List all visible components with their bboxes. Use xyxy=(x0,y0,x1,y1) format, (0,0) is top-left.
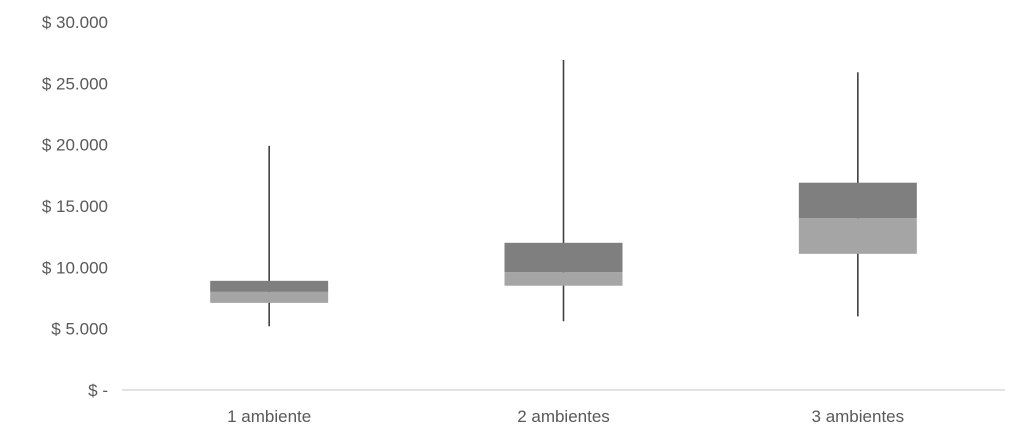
box-1 xyxy=(210,145,329,327)
box-lower-quartile xyxy=(210,291,329,303)
x-category-label: 1 ambiente xyxy=(227,407,311,426)
x-category-label: 3 ambientes xyxy=(812,407,905,426)
y-tick-label: $ 20.000 xyxy=(42,136,108,155)
x-axis-categories: 1 ambiente 2 ambientes 3 ambientes xyxy=(227,407,904,426)
x-category-label: 2 ambientes xyxy=(517,407,610,426)
box-lower-quartile xyxy=(798,218,917,254)
box-lower-quartile xyxy=(504,272,623,286)
y-tick-label: $ 15.000 xyxy=(42,197,108,216)
y-tick-label: $ 25.000 xyxy=(42,74,108,93)
y-tick-label: $ 10.000 xyxy=(42,258,108,277)
y-tick-label: $ - xyxy=(88,381,108,400)
box-upper-quartile xyxy=(504,242,623,273)
y-tick-label: $ 5.000 xyxy=(51,320,108,339)
box-series xyxy=(210,60,917,327)
box-3 xyxy=(798,72,917,317)
y-tick-label: $ 30.000 xyxy=(42,13,108,32)
box-upper-quartile xyxy=(798,182,917,219)
box-upper-quartile xyxy=(210,280,329,292)
y-axis-ticks: $ - $ 5.000 $ 10.000 $ 15.000 $ 20.000 $ 25.0… xyxy=(42,13,108,400)
box-2 xyxy=(504,60,623,322)
